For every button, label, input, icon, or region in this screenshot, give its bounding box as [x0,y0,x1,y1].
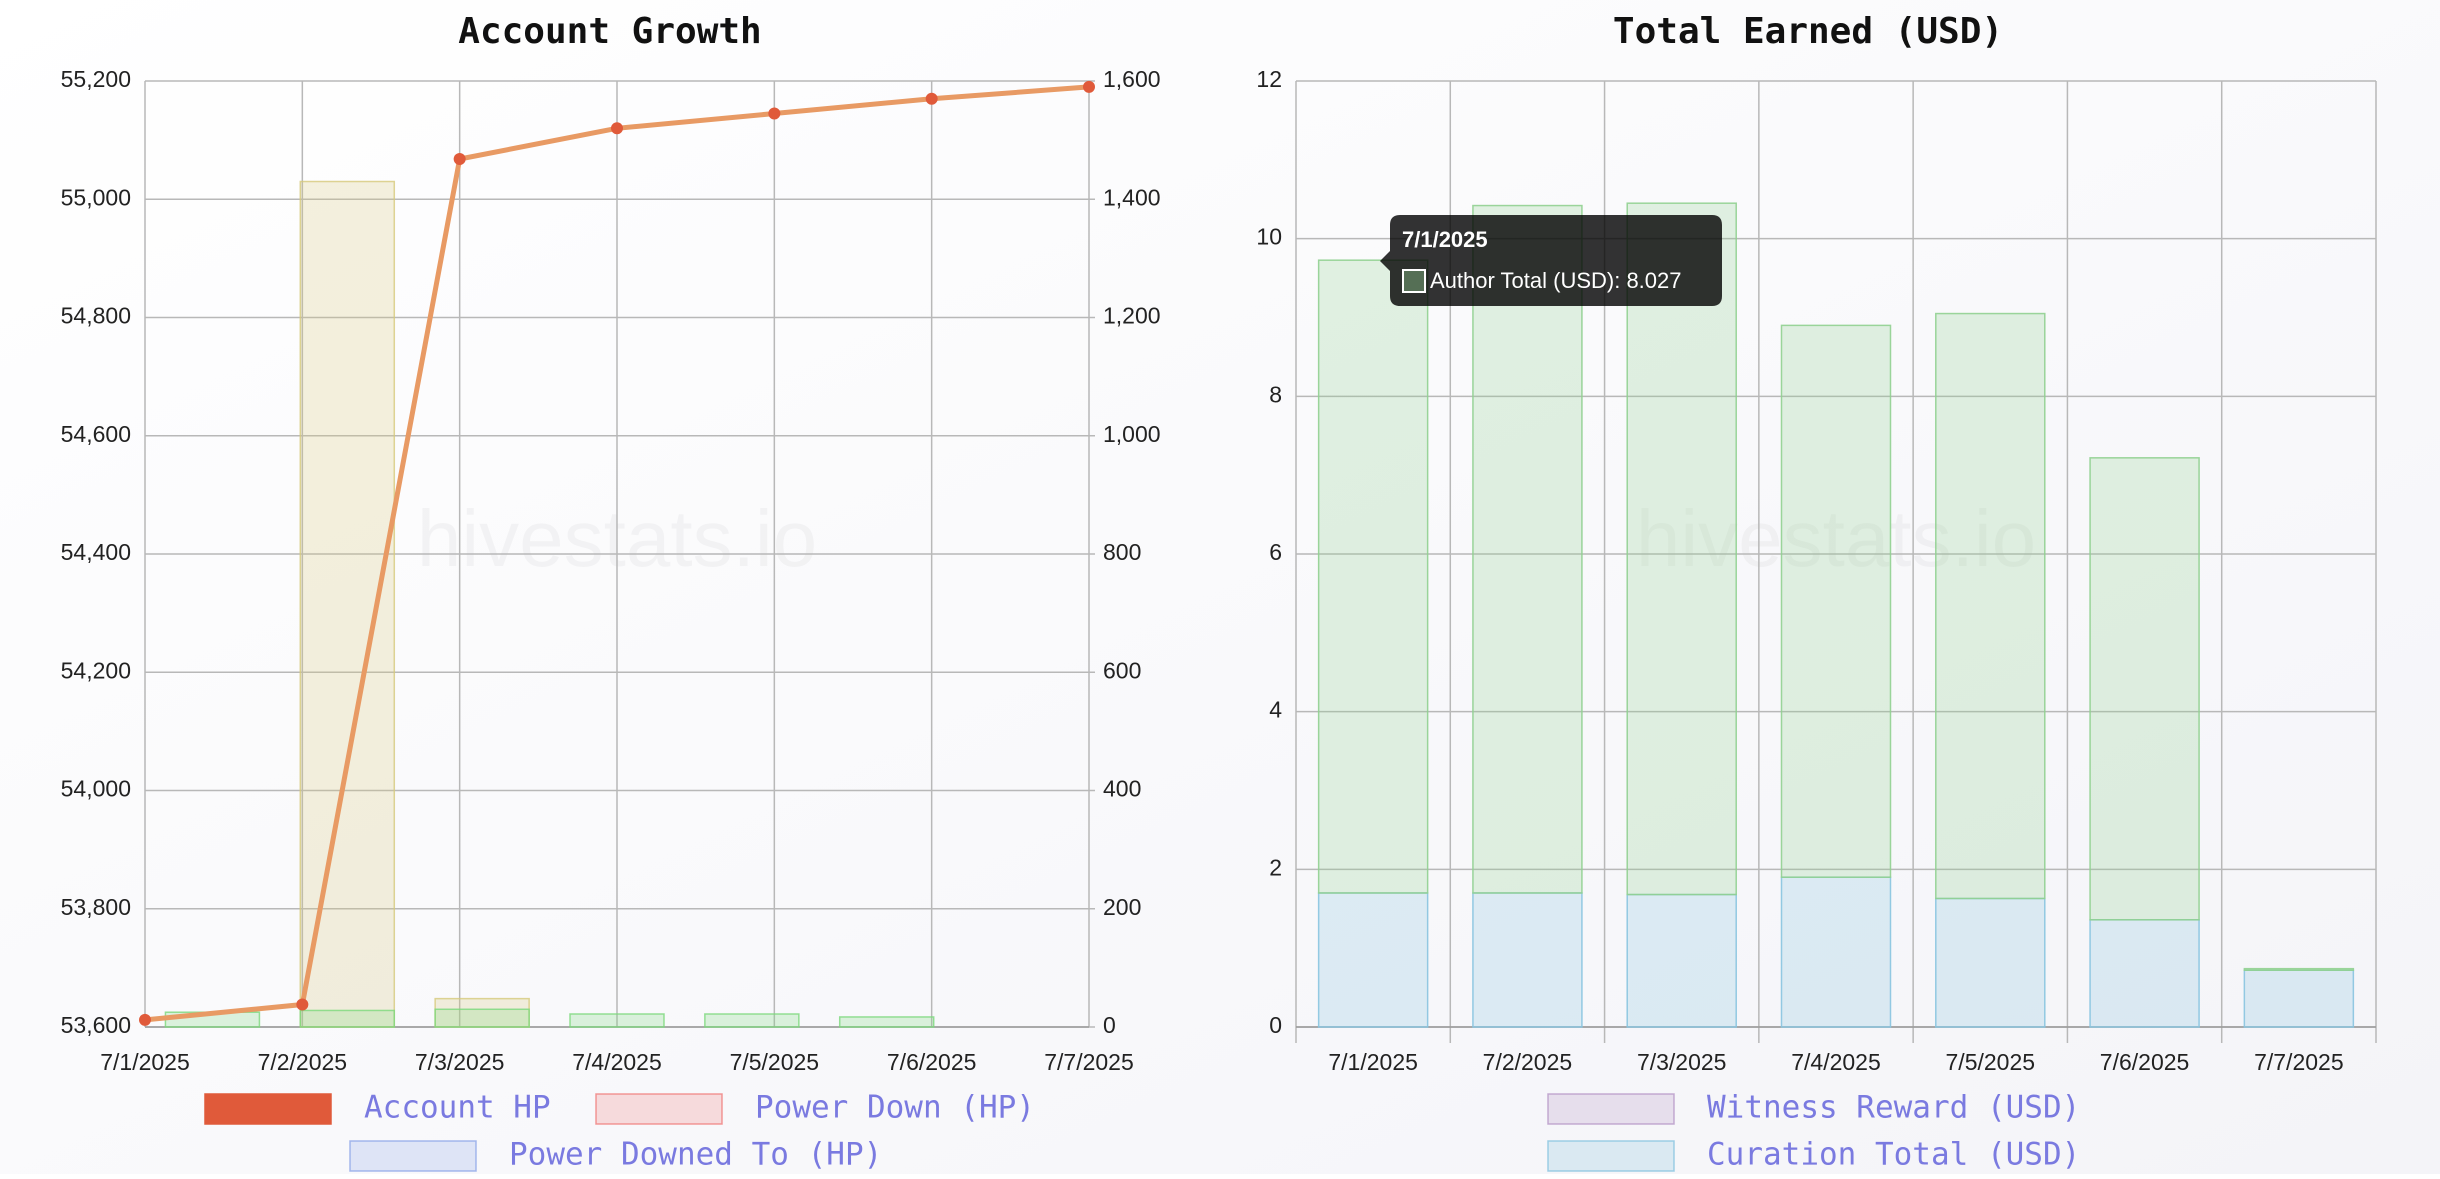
legend-swatch [204,1093,332,1125]
bar-segment [1626,893,1737,1028]
tooltip-title: 7/1/2025 [1402,227,1488,252]
y2-tick-label: 1,600 [1103,66,1161,92]
x-tick-label: 7/2/2025 [258,1049,348,1075]
y-tick-label: 53,600 [61,1012,131,1038]
x-tick-label: 7/3/2025 [415,1049,505,1075]
x-tick-label: 7/5/2025 [1946,1049,2036,1075]
y2-tick-label: 1,200 [1103,303,1161,329]
bar-segment [1472,204,1583,894]
y-tick-label: 10 [1256,224,1282,250]
bar-segment [1780,876,1892,1028]
bar [299,1009,396,1028]
legend-swatch [1547,1093,1675,1125]
x-tick-label: 7/7/2025 [1044,1049,1134,1075]
x-tick-label: 7/1/2025 [100,1049,190,1075]
bar-segment [1935,897,2046,1028]
point [453,153,466,166]
point [925,92,938,105]
y-tick-label: 6 [1269,539,1282,565]
x-tick-label: 7/5/2025 [730,1049,820,1075]
point [139,1013,151,1026]
y-tick-label: 55,200 [61,66,131,92]
x-tick-label: 7/6/2025 [2100,1049,2190,1075]
bar-segment [1626,202,1737,896]
y-tick-label: 0 [1269,1012,1282,1038]
tooltip-label: Author Total (USD): 8.027 [1430,268,1682,293]
bar [299,180,396,1028]
bar-segment [2243,967,2355,971]
point [768,107,781,120]
y2-tick-label: 600 [1103,657,1141,683]
legend-swatch [1547,1140,1675,1172]
bar-segment [2089,457,2200,921]
tooltip-box [1380,215,1722,306]
chart-title: Total Earned (USD) [1613,11,2003,52]
x-tick-label: 7/7/2025 [2254,1049,2344,1075]
y2-tick-label: 1,400 [1103,184,1161,210]
x-tick-label: 7/6/2025 [887,1049,977,1075]
x-tick-label: 7/2/2025 [1483,1049,1573,1075]
legend-label: Account HP [364,1090,551,1126]
bar-segment [2243,969,2355,1028]
legend-label: Power Down (HP) [755,1090,1035,1126]
y2-tick-label: 200 [1103,894,1141,920]
x-tick-label: 7/4/2025 [1791,1049,1881,1075]
bar-segment [2089,919,2200,1028]
bar [434,1008,530,1028]
bar-segment [1780,324,1892,878]
y2-tick-label: 1,000 [1103,421,1161,447]
x-tick-label: 7/3/2025 [1637,1049,1727,1075]
y-tick-label: 8 [1269,381,1282,407]
legend-label: Witness Reward (USD) [1707,1090,2080,1126]
tooltip-swatch [1402,269,1426,293]
y-tick-label: 54,000 [61,776,131,802]
point [1083,80,1095,93]
y2-tick-label: 400 [1103,776,1141,802]
legend-swatch [595,1093,723,1125]
y-tick-label: 54,600 [61,421,131,447]
legend-swatch [349,1140,477,1172]
y-tick-label: 4 [1269,697,1282,723]
y-tick-label: 12 [1256,66,1282,92]
x-tick-label: 7/4/2025 [572,1049,662,1075]
chart-title: Account Growth [458,11,761,52]
bar [704,1013,800,1028]
y-tick-label: 2 [1269,854,1282,880]
bar-segment [1317,259,1429,894]
y-tick-label: 55,000 [61,184,131,210]
y-tick-label: 53,800 [61,894,131,920]
bar [838,1016,935,1028]
account-growth-chart: Account Growthhivestats.io53,60053,80054… [61,11,1161,1173]
y-tick-label: 54,200 [61,657,131,683]
x-tick-label: 7/1/2025 [1328,1049,1418,1075]
legend-label: Power Downed To (HP) [509,1137,882,1173]
bar-segment [1317,892,1429,1028]
point [611,122,623,135]
bar-segment [1472,892,1583,1028]
y-tick-label: 54,800 [61,303,131,329]
total-earned-chart: Total Earned (USD)hivestats.io0246810127… [1256,11,2377,1173]
point [296,998,309,1011]
bar-segment [1935,312,2046,900]
y-tick-label: 54,400 [61,539,131,565]
bar [569,1013,665,1028]
y2-tick-label: 800 [1103,539,1141,565]
y2-tick-label: 0 [1103,1012,1116,1038]
legend-label: Curation Total (USD) [1707,1137,2080,1173]
